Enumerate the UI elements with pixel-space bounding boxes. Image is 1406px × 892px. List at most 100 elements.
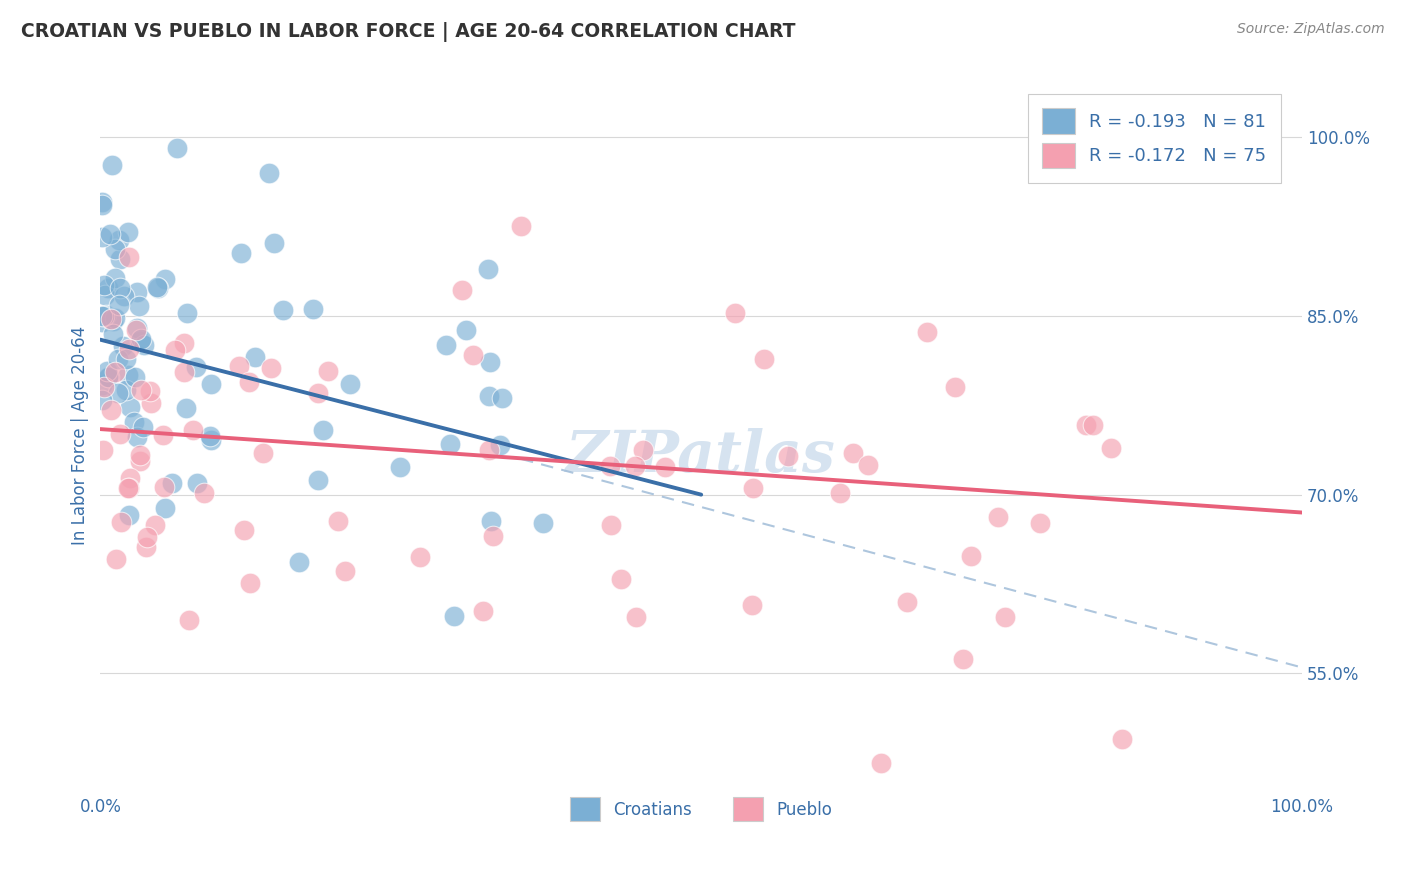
Point xyxy=(117,481,139,495)
Point xyxy=(478,389,501,403)
Point xyxy=(388,459,411,474)
Point xyxy=(654,460,676,475)
Point xyxy=(117,368,139,382)
Point xyxy=(125,285,148,299)
Point xyxy=(100,312,122,326)
Point xyxy=(90,392,112,407)
Point xyxy=(260,360,283,375)
Point xyxy=(312,423,335,437)
Point xyxy=(176,401,198,415)
Point xyxy=(129,383,152,397)
Point xyxy=(97,369,120,384)
Point xyxy=(842,446,865,460)
Point xyxy=(461,348,484,362)
Point xyxy=(307,385,329,400)
Point xyxy=(104,310,127,325)
Point xyxy=(200,428,222,442)
Point xyxy=(200,434,222,448)
Point xyxy=(145,280,167,294)
Point xyxy=(134,338,156,352)
Point xyxy=(139,384,162,399)
Point xyxy=(257,166,280,180)
Point xyxy=(451,283,474,297)
Point xyxy=(472,604,495,618)
Point xyxy=(97,369,120,384)
Point xyxy=(624,459,647,474)
Point xyxy=(193,485,215,500)
Point xyxy=(830,485,852,500)
Point xyxy=(339,376,361,391)
Point xyxy=(896,595,918,609)
Point xyxy=(915,325,938,339)
Point xyxy=(271,303,294,318)
Point xyxy=(90,309,112,323)
Point xyxy=(135,541,157,555)
Point xyxy=(107,386,129,401)
Point xyxy=(238,375,260,389)
Point xyxy=(114,384,136,398)
Point xyxy=(959,549,981,564)
Point xyxy=(1074,418,1097,433)
Point xyxy=(229,245,252,260)
Point xyxy=(166,141,188,155)
Point xyxy=(176,306,198,320)
Point xyxy=(93,310,115,324)
Point xyxy=(104,365,127,379)
Point xyxy=(107,352,129,367)
Point xyxy=(131,332,153,346)
Point xyxy=(125,320,148,334)
Point xyxy=(117,225,139,239)
Point xyxy=(318,364,340,378)
Point xyxy=(118,400,141,414)
Point xyxy=(856,458,879,472)
Point xyxy=(307,473,329,487)
Point xyxy=(110,515,132,529)
Point xyxy=(108,427,131,442)
Point xyxy=(112,339,135,353)
Point xyxy=(90,315,112,329)
Point xyxy=(252,445,274,459)
Point xyxy=(479,514,502,528)
Point xyxy=(333,564,356,578)
Point xyxy=(181,423,204,437)
Point xyxy=(173,365,195,379)
Point xyxy=(118,250,141,264)
Point xyxy=(103,327,125,342)
Point xyxy=(153,271,176,285)
Point xyxy=(263,236,285,251)
Point xyxy=(439,437,461,451)
Point xyxy=(129,334,152,348)
Point xyxy=(228,359,250,373)
Point xyxy=(90,194,112,209)
Point xyxy=(114,289,136,303)
Point xyxy=(128,454,150,468)
Point xyxy=(243,351,266,365)
Point xyxy=(139,395,162,409)
Point xyxy=(454,323,477,337)
Point xyxy=(239,575,262,590)
Point xyxy=(489,438,512,452)
Point xyxy=(326,514,349,528)
Point xyxy=(115,352,138,367)
Point xyxy=(108,297,131,311)
Point xyxy=(96,308,118,322)
Point xyxy=(96,363,118,377)
Point xyxy=(1028,516,1050,530)
Point xyxy=(434,337,457,351)
Point xyxy=(184,359,207,374)
Point xyxy=(91,442,114,457)
Point xyxy=(510,219,533,234)
Point xyxy=(631,442,654,457)
Point xyxy=(870,756,893,770)
Point xyxy=(724,306,747,320)
Point xyxy=(1081,417,1104,432)
Point xyxy=(778,449,800,463)
Point xyxy=(104,271,127,285)
Point xyxy=(124,369,146,384)
Point xyxy=(610,572,633,586)
Point xyxy=(302,301,325,316)
Point xyxy=(93,380,115,394)
Point xyxy=(128,300,150,314)
Point xyxy=(599,458,621,473)
Point xyxy=(491,391,513,405)
